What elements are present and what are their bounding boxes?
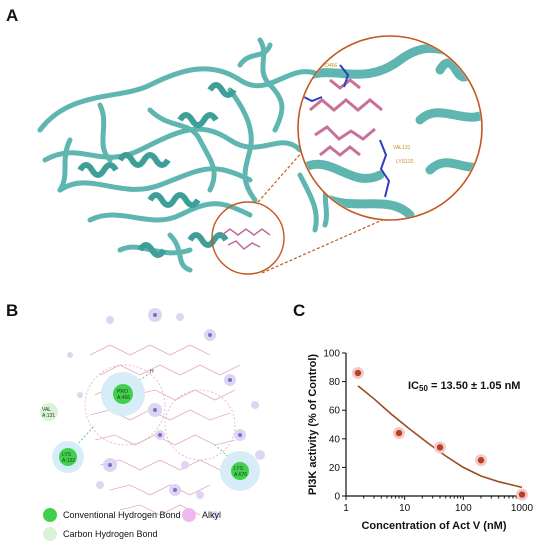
ic50-annotation: IC50 = 13.50 ± 1.05 nM <box>408 380 520 393</box>
alkyl-halos <box>67 308 265 519</box>
legend-label-alkyl: Alkyl <box>202 510 221 520</box>
protein-ribbon <box>37 37 333 273</box>
panel-c: C 0 20 40 60 80 100 1 10 100 1000 IC50 = 13.50 ±… <box>290 295 542 550</box>
protein-structure-image: PRO466 VAL131 LYS132 <box>37 35 483 275</box>
legend-swatch-alkyl <box>182 508 196 522</box>
ic50-suffix: = 13.50 ± 1.05 nM <box>428 380 521 392</box>
zoom-label-lys: LYS132 <box>396 159 414 165</box>
y-tick-label: 40 <box>329 434 341 445</box>
panel-a-letter: A <box>6 6 19 25</box>
zoom-label-pro: PRO466 <box>318 63 337 69</box>
residue-label-val131: VAL A:131 <box>42 407 55 419</box>
ligand-small <box>221 228 271 250</box>
legend-swatch-carbon <box>43 527 57 541</box>
panel-b-letter: B <box>6 301 19 320</box>
y-axis-title: PI3K activity (% of Control) <box>307 354 319 496</box>
ic50-prefix: IC <box>408 380 419 392</box>
x-tick-label: 1000 <box>511 503 534 514</box>
legend-item-carbon: Carbon Hydrogen Bond <box>43 527 158 541</box>
y-tick-label: 100 <box>323 349 340 360</box>
data-point <box>477 457 485 464</box>
y-axis-ticks: 0 20 40 60 80 100 <box>323 349 346 503</box>
legend: Conventional Hydrogen Bond Alkyl Carbon … <box>43 508 221 541</box>
x-tick-label: 1 <box>343 503 349 514</box>
data-point <box>518 491 526 498</box>
legend-item-conventional: Conventional Hydrogen Bond <box>43 508 181 522</box>
y-tick-label: 20 <box>329 463 341 474</box>
legend-label-conventional: Conventional Hydrogen Bond <box>63 510 181 520</box>
residue-val131: VAL A:131 <box>40 403 58 421</box>
zoom-connector-bottom <box>261 209 406 274</box>
residue-label-pro466: PRO A:466 <box>117 389 130 401</box>
legend-swatch-conventional <box>43 508 57 522</box>
residue-label-lys676: LYS A:676 <box>234 466 247 478</box>
x-axis-title: Concentration of Act V (nM) <box>361 520 506 532</box>
x-tick-label: 100 <box>455 503 472 514</box>
legend-item-alkyl: Alkyl <box>182 508 221 522</box>
panel-a: A <box>6 6 483 275</box>
ligand-site-circle <box>211 201 285 275</box>
x-tick-label: 10 <box>399 503 411 514</box>
data-point <box>354 369 362 377</box>
residue-lys676: LYS A:676 <box>220 451 260 491</box>
data-points <box>351 367 528 501</box>
y-tick-label: 80 <box>329 377 341 388</box>
ligand-network <box>84 344 241 516</box>
panel-b: B <box>0 295 290 550</box>
y-tick-label: 0 <box>334 492 340 503</box>
residue-label-lys132: LYS A:132 <box>62 452 75 464</box>
interaction-diagram: H PRO A:466 VAL A:131 LYS A:132 LYS A:676 Co… <box>40 308 265 541</box>
data-point <box>395 429 403 437</box>
protein-helices <box>77 82 237 258</box>
residue-pro466: PRO A:466 <box>101 372 145 416</box>
dose-response-chart: 0 20 40 60 80 100 1 10 100 1000 IC50 = 13.50 ± 1… <box>307 349 534 533</box>
data-point <box>436 444 444 451</box>
ic50-sub: 50 <box>419 384 428 393</box>
atom-dots <box>108 313 242 492</box>
y-tick-label: 60 <box>329 406 341 417</box>
h-label: H <box>150 369 154 375</box>
zoom-label-val: VAL131 <box>393 145 411 151</box>
bond-lines <box>67 372 241 468</box>
legend-label-carbon: Carbon Hydrogen Bond <box>63 529 158 539</box>
residue-lys132: LYS A:132 <box>52 441 84 473</box>
panel-c-letter: C <box>293 301 306 320</box>
fit-curve <box>357 385 523 489</box>
x-axis-ticks: 1 10 100 1000 <box>343 496 534 514</box>
